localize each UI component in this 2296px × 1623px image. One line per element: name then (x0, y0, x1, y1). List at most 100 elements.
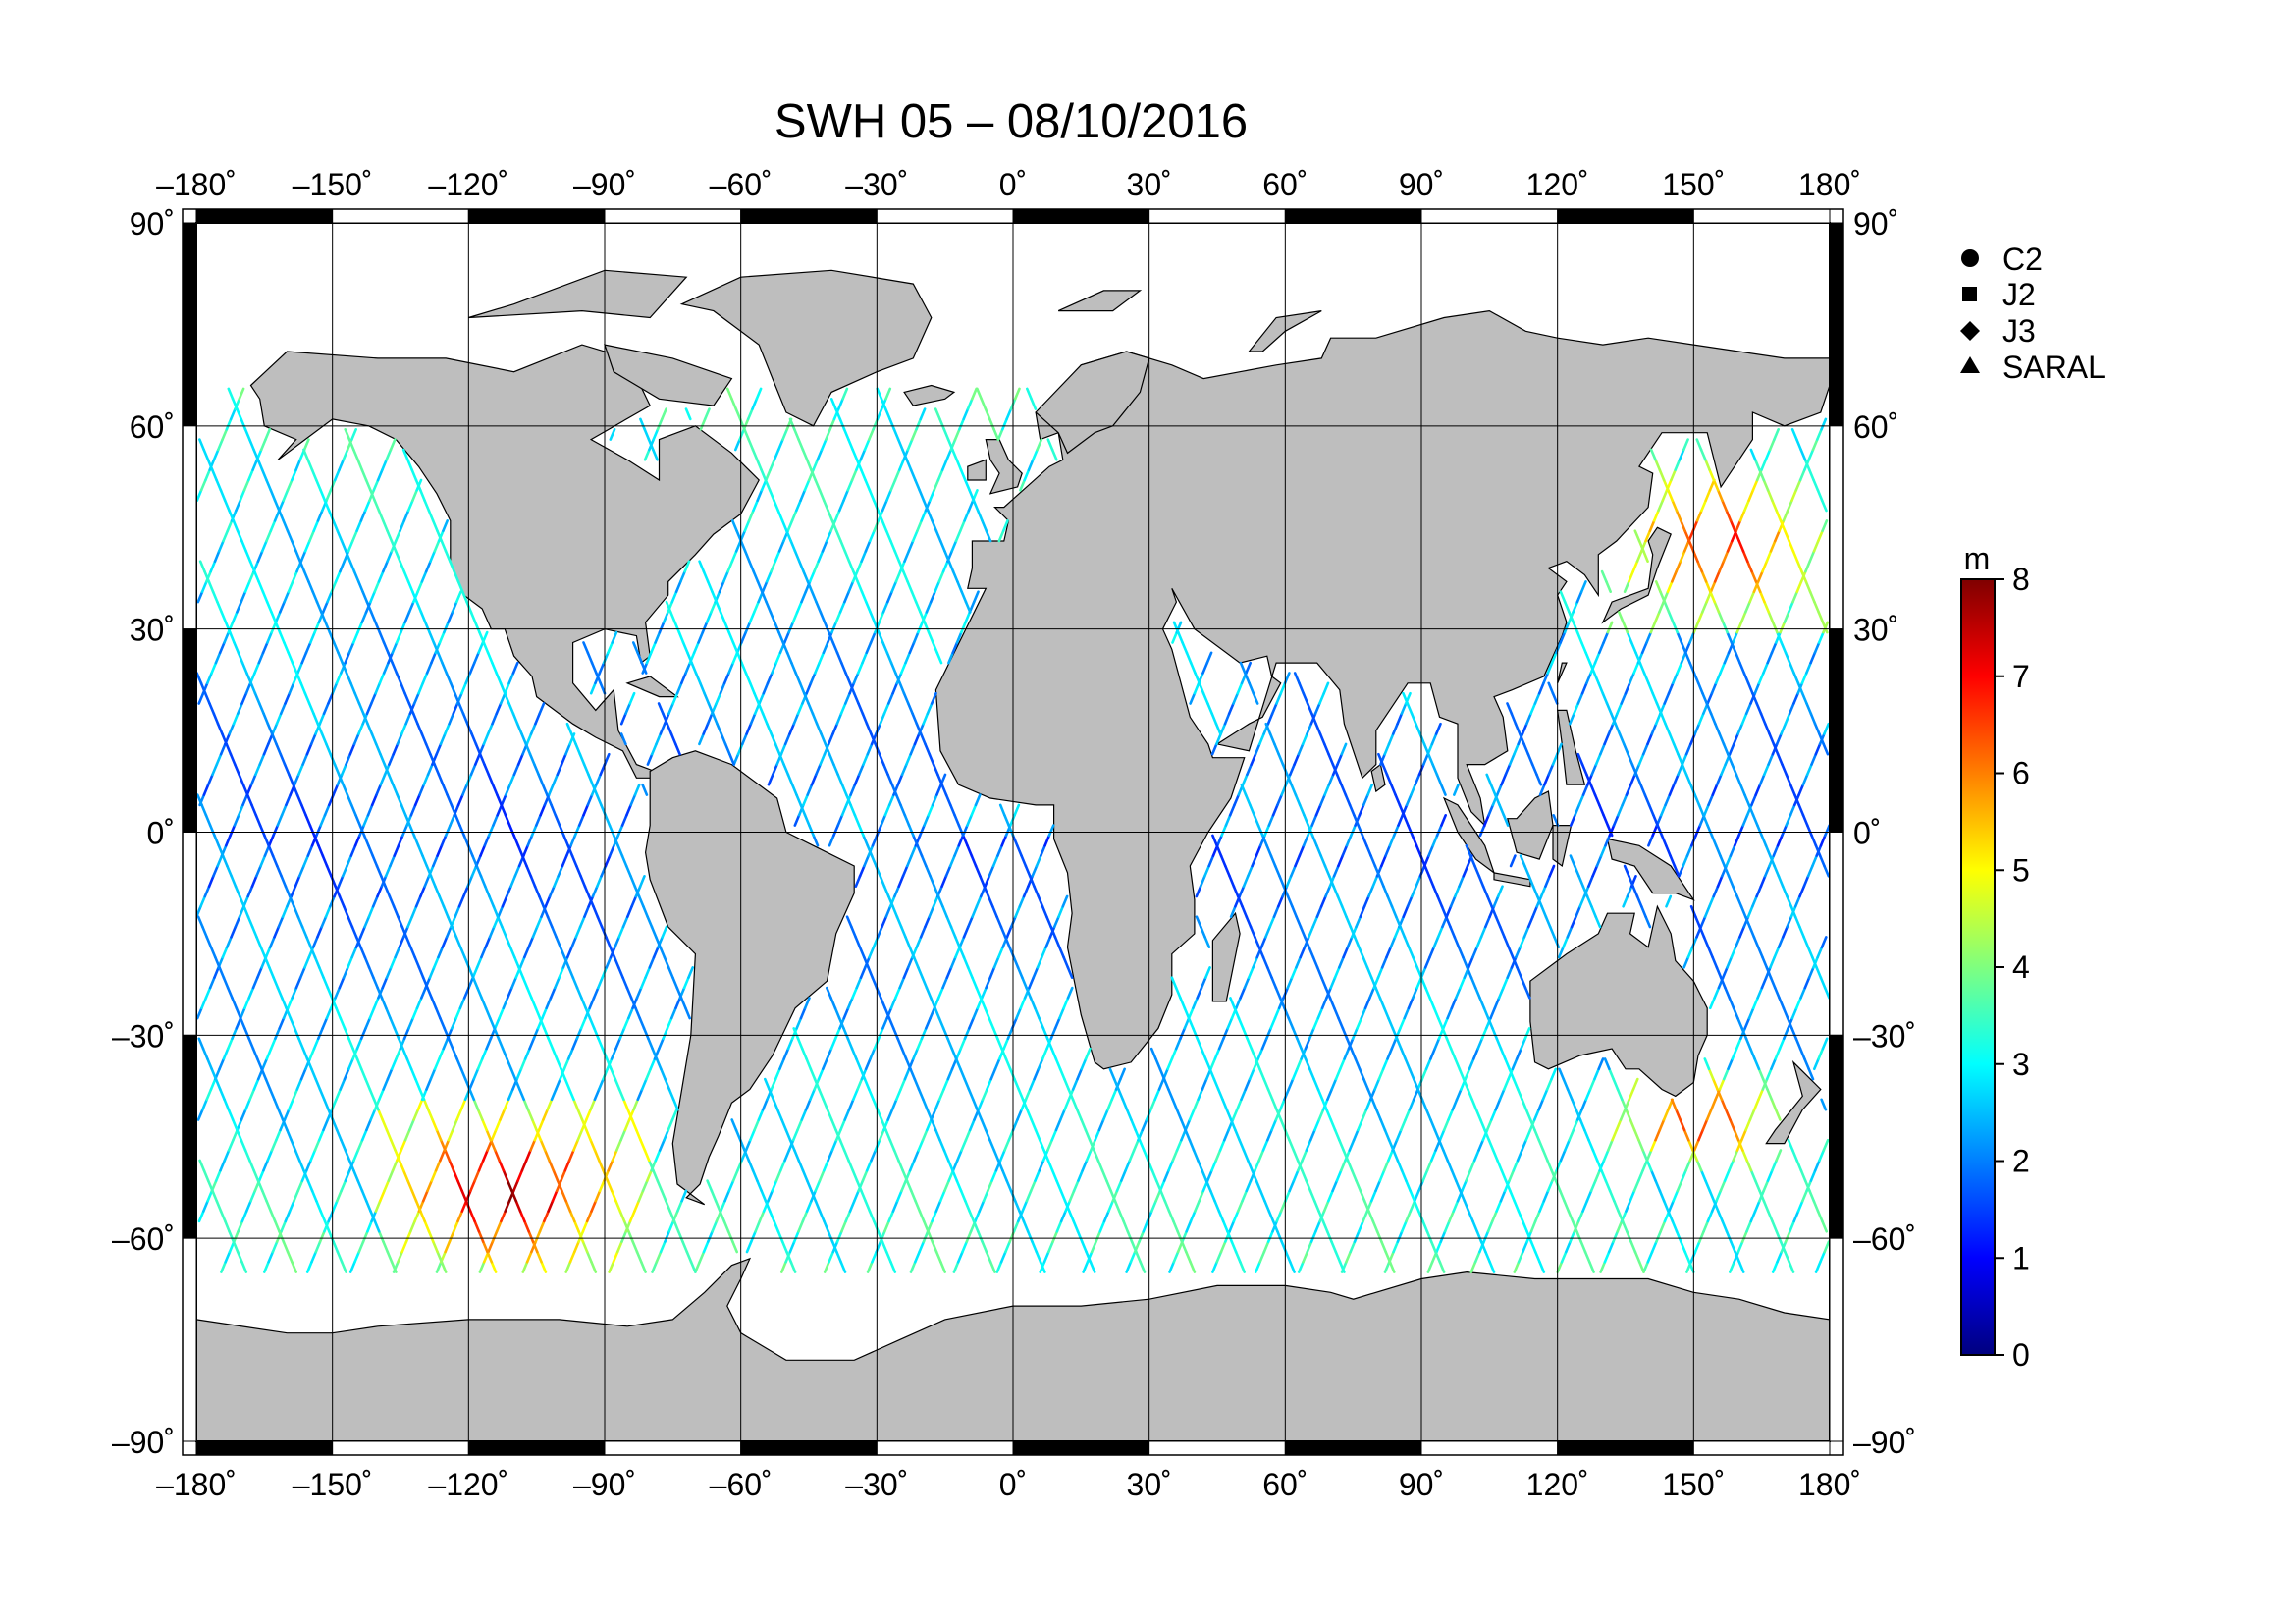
track-segment (513, 1077, 521, 1091)
track-segment (893, 550, 901, 564)
track-segment (1066, 966, 1074, 980)
track-segment (944, 864, 952, 878)
track-segment (372, 1098, 380, 1111)
track-segment (698, 560, 706, 573)
track-segment (814, 763, 822, 777)
track-segment (313, 955, 321, 969)
track-segment (964, 600, 972, 614)
track-segment (864, 478, 872, 492)
track-segment (459, 1067, 467, 1081)
lat-tick-label: 90˚ (1853, 206, 1898, 242)
track-segment (681, 1240, 689, 1254)
track-segment (1171, 1149, 1179, 1163)
track-segment (322, 1098, 330, 1111)
track-segment (441, 661, 449, 675)
right-frame-bar (1829, 1237, 1844, 1442)
track-segment (860, 590, 868, 604)
track-segment (850, 468, 858, 482)
track-segment (887, 1210, 895, 1223)
track-segment (1179, 997, 1187, 1010)
track-segment (605, 936, 613, 949)
track-segment (1625, 1199, 1631, 1213)
track-segment (703, 407, 711, 421)
track-segment (792, 1027, 800, 1041)
track-segment (794, 499, 802, 513)
track-segment (1405, 1210, 1413, 1223)
track-segment (650, 742, 658, 756)
track-segment (668, 611, 676, 624)
track-segment (857, 763, 865, 777)
track-segment (1735, 1037, 1742, 1051)
track-segment (572, 1219, 580, 1233)
track-segment (1805, 661, 1812, 675)
track-segment (628, 1210, 636, 1223)
track-segment (425, 864, 433, 878)
left-frame-bar (182, 222, 197, 427)
track-segment (637, 1189, 645, 1203)
track-segment (1308, 1027, 1315, 1041)
track-segment (1820, 417, 1828, 431)
colorbar-tick-label: 0 (2012, 1337, 2030, 1373)
track-segment (732, 752, 740, 766)
track-segment (454, 904, 461, 919)
track-segment (454, 590, 462, 604)
track-segment (348, 560, 356, 573)
track-segment (1587, 874, 1594, 889)
track-segment (915, 936, 923, 949)
track-segment (456, 580, 464, 594)
track-segment (639, 976, 647, 990)
track-segment (252, 448, 260, 461)
track-segment (771, 661, 778, 675)
track-segment (1170, 1047, 1178, 1060)
track-segment (1632, 1179, 1640, 1193)
track-segment (963, 1027, 971, 1041)
track-segment (1738, 509, 1746, 522)
track-segment (616, 843, 624, 857)
track-segment (1454, 986, 1462, 1000)
track-segment (878, 752, 885, 766)
track-segment (485, 1128, 493, 1142)
track-segment (298, 560, 306, 573)
track-segment (428, 630, 436, 644)
track-segment (363, 499, 371, 513)
track-segment (1404, 1108, 1412, 1121)
track-segment (655, 732, 663, 746)
track-segment (439, 1016, 447, 1030)
track-segment (1762, 661, 1769, 675)
track-segment (426, 1108, 434, 1121)
track-segment (1224, 813, 1232, 827)
track-segment (1085, 1149, 1093, 1163)
track-segment (1715, 773, 1723, 786)
track-segment (306, 1179, 314, 1193)
track-segment (516, 752, 524, 766)
track-segment (234, 885, 241, 898)
track-segment (488, 1016, 496, 1030)
lat-ticks-left: 90˚60˚30˚0˚–30˚–60˚–90˚ (112, 206, 175, 1460)
track-segment (247, 1037, 255, 1051)
track-segment (979, 874, 987, 889)
track-segment (901, 448, 909, 461)
lat-tick-label: 60˚ (1853, 409, 1898, 445)
track-segment (1345, 834, 1353, 847)
track-segment (1533, 1108, 1540, 1121)
track-segment (1356, 1016, 1363, 1030)
track-segment (1648, 519, 1656, 533)
track-segment (635, 1250, 643, 1264)
track-segment (1382, 1159, 1390, 1172)
track-segment (1594, 1168, 1601, 1182)
track-segment (516, 843, 524, 857)
track-segment (872, 1219, 880, 1233)
track-segment (332, 641, 340, 655)
track-segment (870, 854, 878, 868)
track-segment (913, 732, 921, 746)
track-segment (799, 1006, 807, 1020)
track-segment (236, 600, 242, 614)
track-segment (777, 539, 785, 553)
track-segment (833, 509, 841, 522)
track-segment (270, 611, 278, 624)
track-segment (824, 742, 831, 756)
track-segment (480, 1047, 488, 1060)
track-segment (646, 752, 654, 766)
track-segment (923, 813, 931, 827)
track-segment (618, 1027, 626, 1041)
